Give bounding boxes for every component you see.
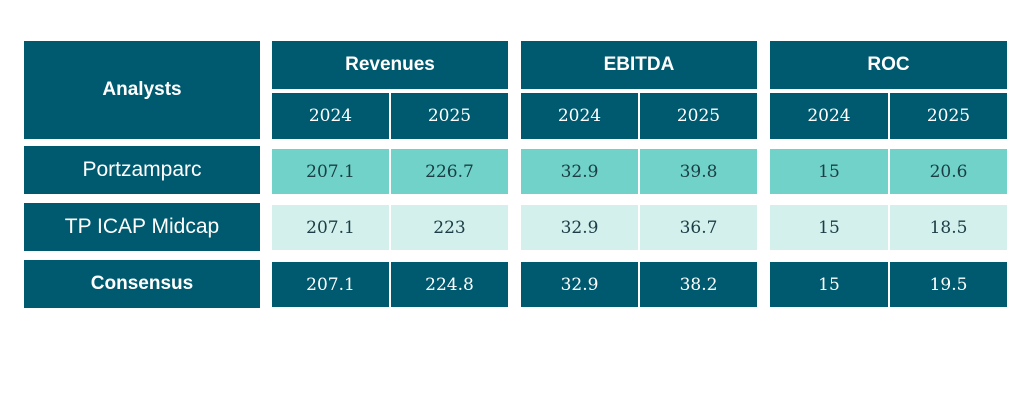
table-cell: 223	[391, 205, 508, 250]
table-cell: 38.2	[640, 262, 757, 307]
table-cell: 15	[770, 205, 888, 250]
table-cell: 224.8	[391, 262, 508, 307]
table-cell: 39.8	[640, 149, 757, 194]
ebitda-year-2024: 2024	[521, 93, 638, 139]
row-label-tp-icap-midcap: TP ICAP Midcap	[24, 203, 260, 251]
table-cell: 19.5	[890, 262, 1007, 307]
table-cell: 32.9	[521, 262, 638, 307]
revenues-year-2025: 2025	[391, 93, 508, 139]
table-cell: 226.7	[391, 149, 508, 194]
revenues-year-2024: 2024	[272, 93, 389, 139]
table-cell: 207.1	[272, 149, 389, 194]
table-cell: 15	[770, 149, 888, 194]
table-cell: 32.9	[521, 149, 638, 194]
table-cell: 32.9	[521, 205, 638, 250]
roc-header: ROC	[770, 41, 1007, 89]
table-cell: 36.7	[640, 205, 757, 250]
ebitda-year-2025: 2025	[640, 93, 757, 139]
table-cell: 207.1	[272, 205, 389, 250]
row-label-portzamparc: Portzamparc	[24, 146, 260, 194]
row-label-consensus: Consensus	[24, 260, 260, 308]
table-cell: 207.1	[272, 262, 389, 307]
roc-year-2025: 2025	[890, 93, 1007, 139]
roc-year-2024: 2024	[770, 93, 888, 139]
table-cell: 20.6	[890, 149, 1007, 194]
table-cell: 15	[770, 262, 888, 307]
table-cell: 18.5	[890, 205, 1007, 250]
ebitda-header: EBITDA	[521, 41, 757, 89]
analysts-header: Analysts	[24, 41, 260, 139]
revenues-header: Revenues	[272, 41, 508, 89]
